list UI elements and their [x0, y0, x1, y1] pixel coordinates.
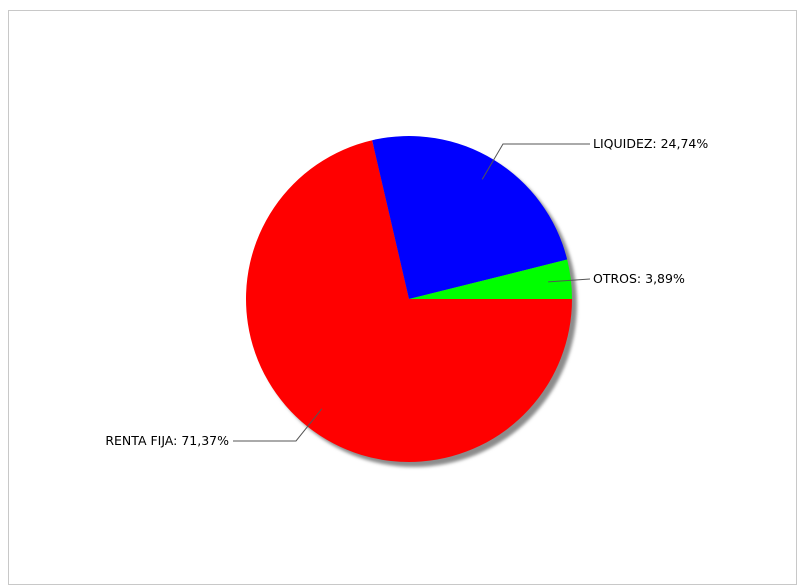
- leader-line-liquidez: [481, 143, 590, 180]
- pie-slices: [246, 135, 573, 462]
- leader-line-renta-fija: [233, 408, 323, 442]
- pie-slice-otros: [409, 259, 572, 299]
- pie-slice-liquidez: [372, 135, 568, 299]
- leader-line-otros: [548, 278, 591, 283]
- slice-label-liquidez: LIQUIDEZ: 24,74%: [593, 136, 708, 151]
- slice-label-renta-fija: RENTA FIJA: 71,37%: [105, 433, 229, 448]
- slice-label-otros: OTROS: 3,89%: [593, 271, 685, 286]
- pie-slice-renta-fija: [246, 140, 573, 462]
- pie-labels: RENTA FIJA: 71,37% LIQUIDEZ: 24,74% OTROS:…: [105, 136, 708, 448]
